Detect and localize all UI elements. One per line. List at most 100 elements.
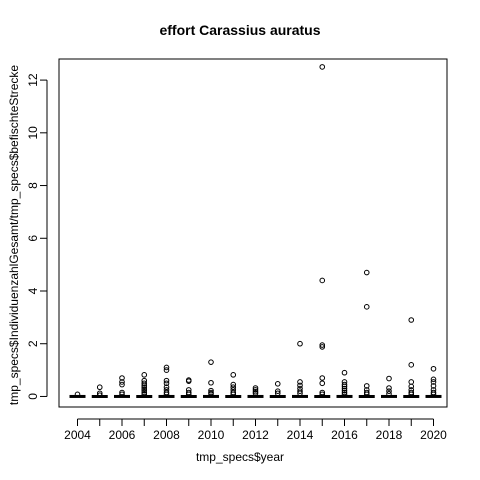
outlier-point — [430, 391, 437, 398]
outlier-point — [297, 382, 303, 389]
outlier-point — [430, 379, 437, 385]
outlier-point — [163, 380, 170, 387]
outlier-point — [341, 381, 348, 388]
outlier-point — [230, 384, 237, 391]
outlier-point — [297, 388, 303, 394]
outlier-point — [408, 383, 415, 390]
x-tick-label: 2020 — [420, 428, 447, 442]
outlier-point — [408, 317, 415, 323]
outlier-point — [74, 391, 81, 398]
outlier-point — [208, 387, 214, 394]
outlier-point — [141, 389, 148, 396]
y-tick-label: 8 — [26, 182, 40, 189]
outlier-point — [119, 391, 125, 398]
outlier-point — [274, 381, 281, 387]
y-tick-label: 10 — [26, 126, 40, 140]
x-tick-label: 2012 — [242, 428, 269, 442]
outlier-point — [141, 372, 148, 378]
outlier-point — [274, 390, 281, 397]
y-axis-label: tmp_specs$IndividuenzahlGesamt/tmp_specs… — [7, 64, 21, 406]
outlier-point — [230, 372, 237, 378]
x-tick-label: 2010 — [198, 428, 225, 442]
outlier-point — [185, 378, 192, 384]
outlier-point — [430, 383, 437, 389]
y-tick-label: 4 — [26, 287, 40, 294]
outlier-point — [230, 391, 237, 398]
outlier-point — [297, 379, 303, 385]
outlier-point — [319, 344, 326, 350]
x-axis-label: tmp_specs$year — [195, 450, 285, 464]
outlier-point — [341, 391, 348, 398]
outlier-point — [96, 384, 103, 391]
outlier-point — [230, 381, 237, 388]
outlier-point — [141, 384, 148, 391]
outlier-point — [319, 389, 326, 396]
outlier-point — [408, 391, 415, 398]
outlier-point — [408, 362, 415, 368]
outlier-point — [252, 387, 259, 393]
outlier-point — [341, 369, 348, 376]
outlier-point — [96, 392, 103, 398]
outlier-point — [119, 375, 125, 381]
x-tick-label: 2018 — [376, 428, 403, 442]
outlier-point — [430, 389, 437, 396]
outlier-point — [319, 64, 326, 70]
outlier-point — [341, 387, 348, 394]
outlier-point — [141, 380, 148, 387]
outlier-point — [319, 342, 326, 348]
outlier-point — [163, 377, 170, 384]
outlier-point — [363, 391, 370, 398]
outlier-point — [141, 387, 148, 394]
outlier-point — [297, 340, 303, 347]
outlier-point — [185, 391, 192, 398]
boxplot-series — [69, 64, 442, 398]
outlier-point — [163, 391, 170, 398]
x-axis: 2004 2006 2008 2010 2012 2014 2016 2018 2020 — [64, 418, 447, 442]
outlier-point — [408, 389, 415, 396]
outlier-point — [163, 384, 170, 391]
outlier-point — [363, 269, 370, 276]
y-tick-label: 0 — [26, 393, 40, 400]
x-tick-label: 2004 — [64, 428, 91, 442]
outlier-point — [386, 375, 392, 382]
outlier-point — [119, 389, 125, 396]
outlier-point — [341, 385, 348, 392]
outlier-point — [341, 389, 348, 396]
outlier-point — [163, 364, 170, 371]
outlier-point — [96, 390, 103, 397]
y-tick-label: 12 — [26, 73, 40, 87]
outlier-point — [208, 391, 214, 397]
outlier-point — [208, 359, 214, 365]
outlier-point — [141, 391, 148, 398]
x-tick-label: 2016 — [331, 428, 358, 442]
y-axis: 0 2 4 6 8 10 12 — [26, 73, 48, 400]
outlier-point — [230, 389, 237, 396]
outlier-point — [141, 382, 148, 389]
outlier-point — [363, 383, 370, 389]
outlier-point — [185, 389, 192, 396]
outlier-point — [363, 389, 370, 396]
outlier-point — [319, 380, 326, 387]
outlier-point — [163, 367, 170, 373]
outlier-point — [319, 375, 326, 381]
outlier-point — [297, 390, 303, 397]
y-tick-label: 2 — [26, 340, 40, 347]
outlier-point — [386, 385, 392, 391]
outlier-point — [386, 391, 392, 397]
outlier-point — [430, 365, 437, 372]
outlier-point — [319, 391, 326, 398]
outlier-point — [408, 379, 415, 385]
x-tick-label: 2014 — [287, 428, 314, 442]
outlier-point — [119, 379, 125, 385]
x-tick-label: 2006 — [109, 428, 136, 442]
x-tick-label: 2008 — [153, 428, 180, 442]
outlier-point — [119, 381, 125, 388]
outlier-point — [252, 385, 259, 391]
outlier-point — [274, 388, 281, 394]
outlier-point — [363, 304, 370, 310]
outlier-point — [163, 389, 170, 396]
outlier-point — [252, 390, 259, 397]
outlier-point — [386, 388, 392, 394]
outlier-point — [319, 277, 326, 284]
